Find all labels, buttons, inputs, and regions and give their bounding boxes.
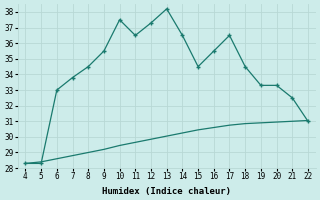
X-axis label: Humidex (Indice chaleur): Humidex (Indice chaleur) bbox=[102, 187, 231, 196]
